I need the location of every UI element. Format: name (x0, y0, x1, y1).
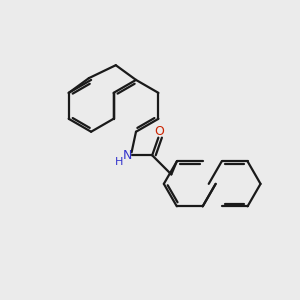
Text: O: O (154, 125, 164, 138)
Text: H: H (115, 157, 123, 167)
Text: N: N (122, 149, 132, 162)
